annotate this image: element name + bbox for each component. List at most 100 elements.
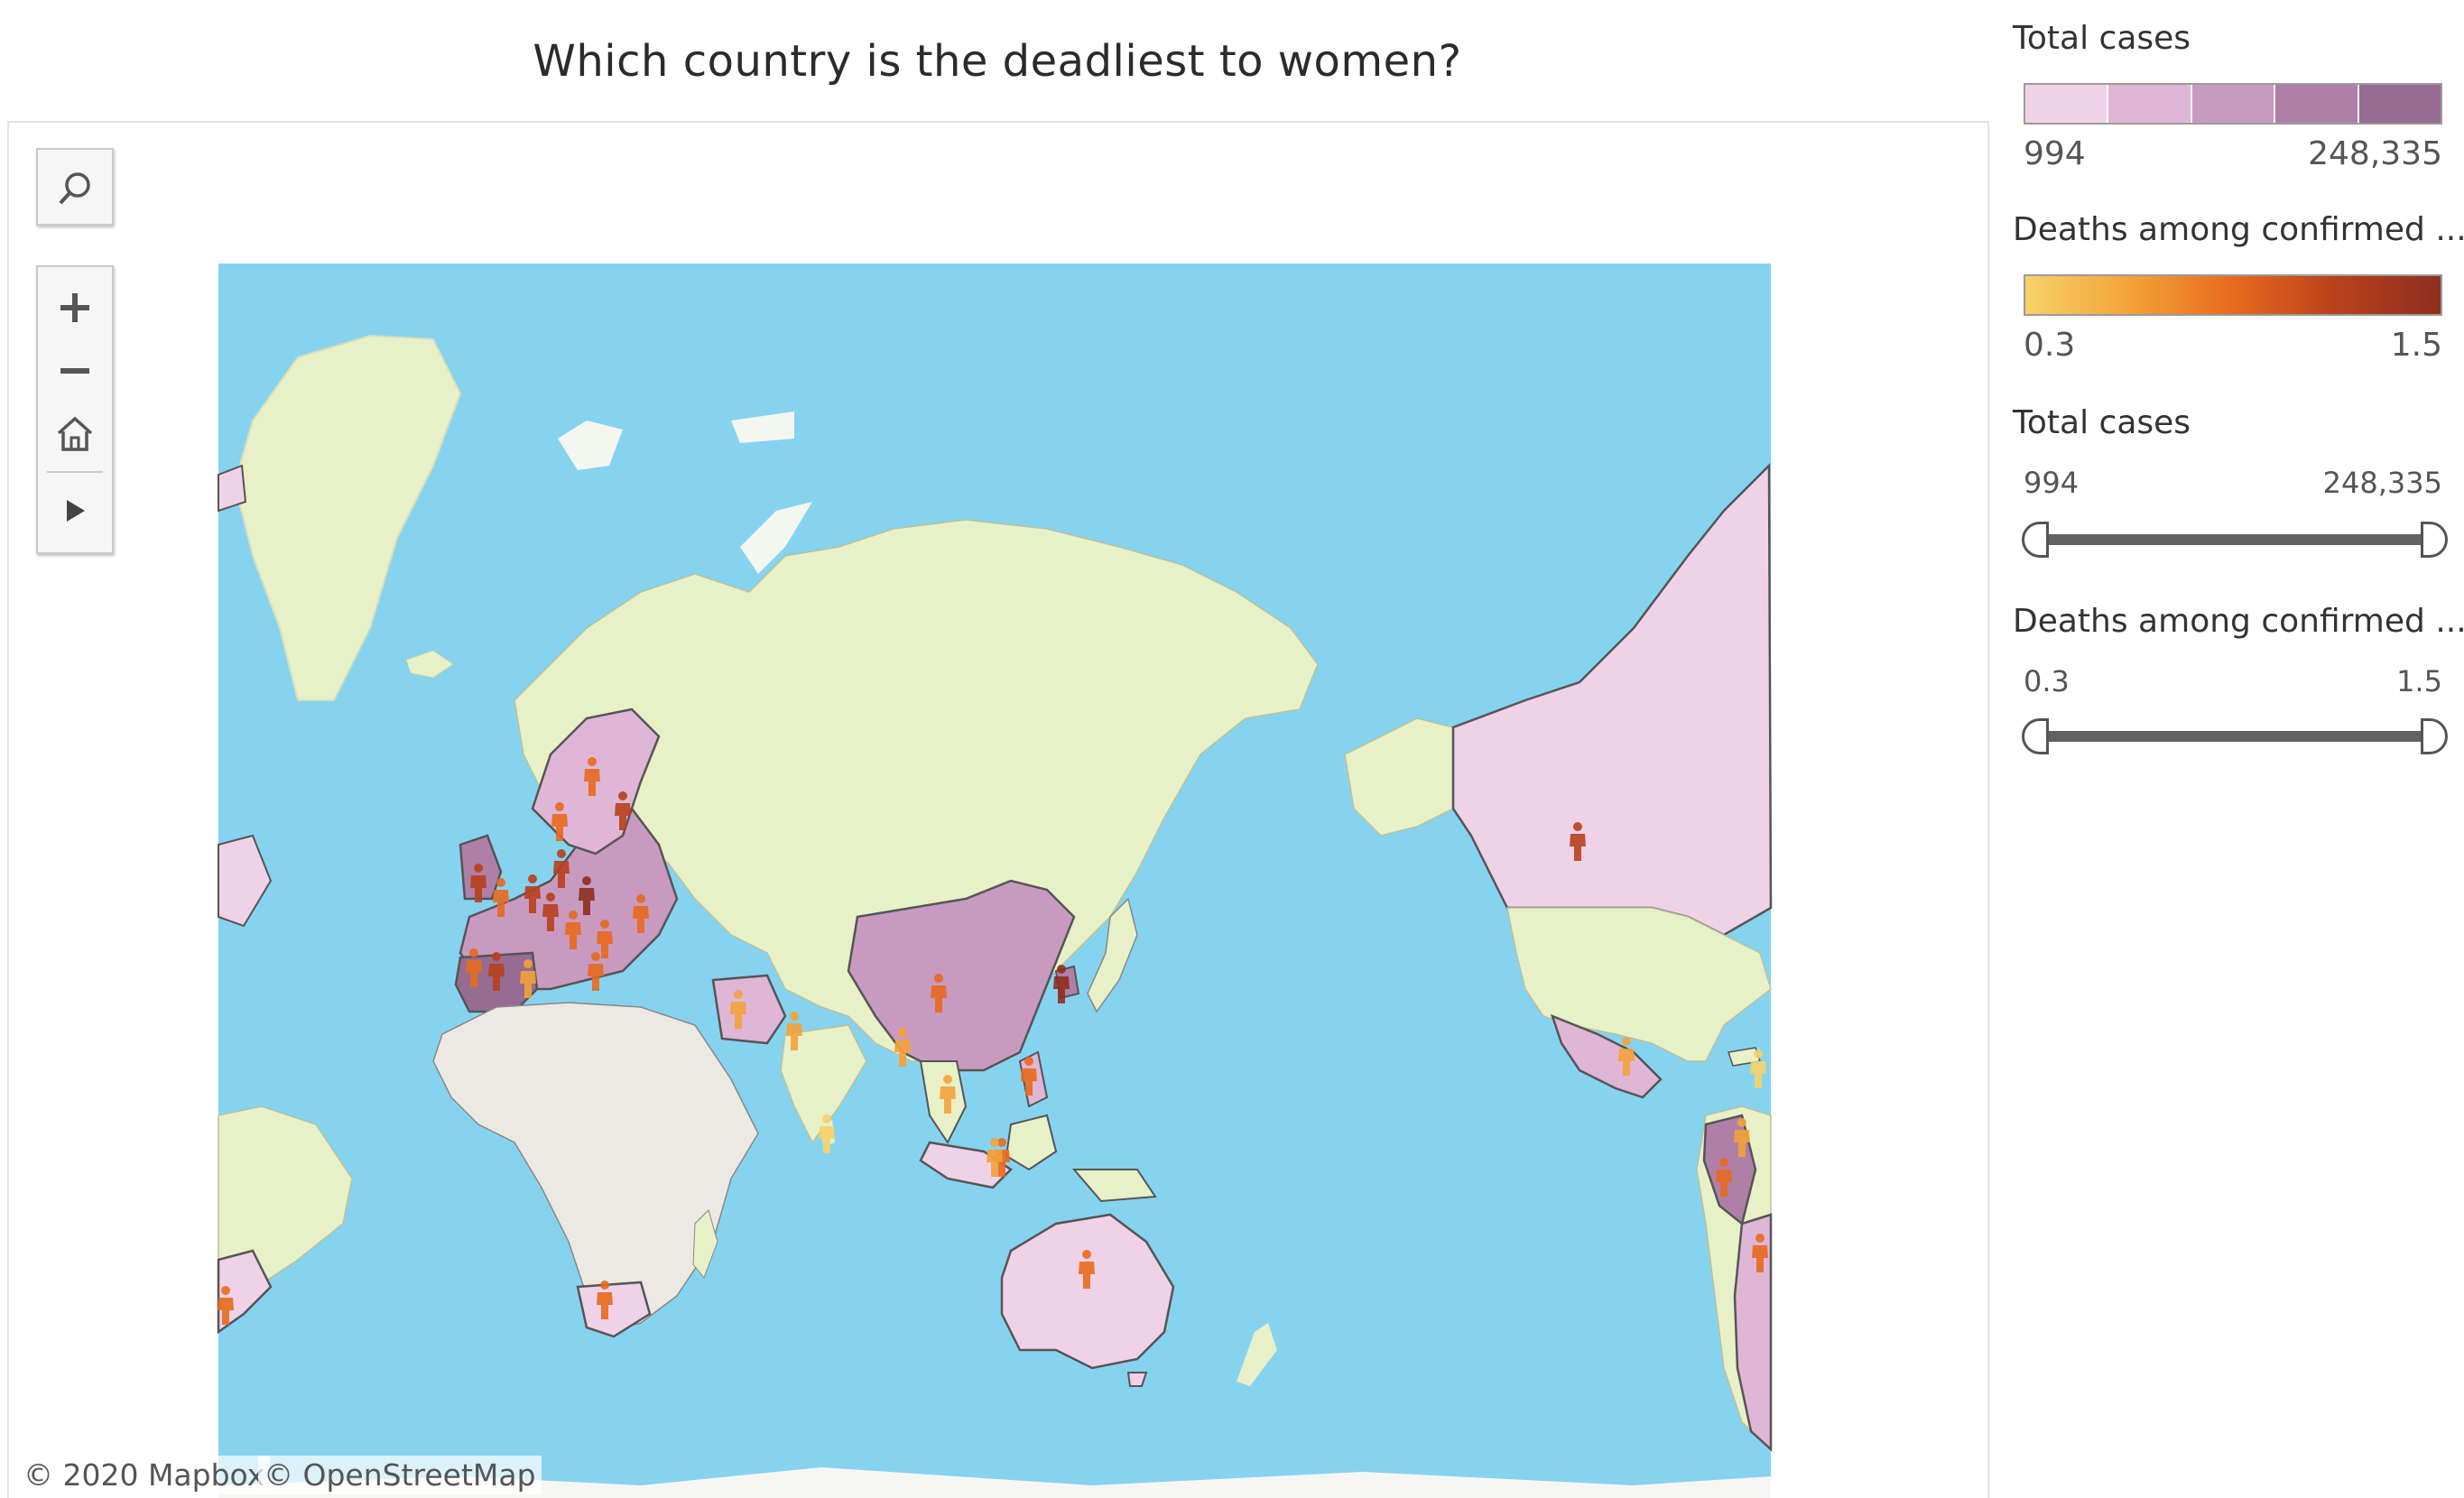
person-marker-icon[interactable] [218,1286,234,1325]
mapbox-attribution[interactable]: © 2020 Mapbox [18,1456,271,1494]
person-marker-icon[interactable] [1734,1118,1750,1157]
total-cases-filter-min: 994 [2024,466,2080,500]
zoom-out-button[interactable] [38,339,112,402]
new-zealand[interactable] [1237,1323,1277,1386]
person-marker-icon[interactable] [1021,1057,1037,1096]
person-marker-icon[interactable] [551,802,568,841]
play-icon [67,500,85,522]
person-marker-icon[interactable] [565,911,581,949]
united-states[interactable] [1506,907,1772,1062]
person-marker-icon[interactable] [588,952,604,991]
deaths-color-legend [2024,274,2442,316]
person-marker-icon[interactable] [940,1075,956,1114]
openstreetmap-attribution[interactable]: © OpenStreetMap [258,1456,542,1494]
person-marker-icon[interactable] [579,876,595,915]
map-panel[interactable]: © 2020 Mapbox © OpenStreetMap [7,121,1989,1498]
deaths-filter-title: Deaths among confirmed ... [2013,603,2464,640]
japan[interactable] [1087,897,1138,1013]
canada-west-edge[interactable] [218,834,273,928]
home-icon [57,416,93,451]
total-cases-slider-track[interactable] [2042,534,2428,545]
deaths-slider-max-handle[interactable] [2421,718,2448,754]
person-marker-icon[interactable] [553,849,570,888]
person-marker-icon[interactable] [542,892,559,931]
person-marker-icon[interactable] [894,1028,911,1067]
person-marker-icon[interactable] [1079,1250,1095,1289]
dashboard-title: Which country is the deadliest to women? [533,36,1462,87]
home-button[interactable] [38,402,112,466]
search-button[interactable] [38,157,112,220]
australia[interactable] [1000,1213,1175,1370]
person-marker-icon[interactable] [1618,1037,1635,1076]
southeast-asia[interactable] [919,1060,968,1144]
svalbard[interactable] [558,421,623,470]
chile-argentina[interactable] [1733,1213,1773,1452]
person-marker-icon[interactable] [1053,965,1070,1003]
eurasia[interactable] [514,519,1319,1062]
person-marker-icon[interactable] [466,948,482,987]
toolbar-expand-button[interactable] [38,479,112,542]
papua[interactable] [1071,1169,1157,1203]
deaths-legend-max: 1.5 [2390,327,2442,364]
novaya-zemlya[interactable] [740,502,812,574]
total-cases-swatch [2274,85,2357,123]
total-cases-filter-title: Total cases [2013,404,2191,441]
person-marker-icon[interactable] [597,1281,613,1319]
person-marker-icon[interactable] [597,920,613,958]
person-marker-icon[interactable] [524,874,541,913]
iran[interactable] [711,974,787,1045]
search-icon [59,172,90,205]
deaths-filter-min: 0.3 [2024,664,2070,698]
total-cases-swatch [2190,85,2274,123]
total-cases-swatch [2107,85,2191,123]
person-marker-icon[interactable] [1750,1050,1766,1088]
person-marker-icon[interactable] [493,878,509,917]
greenland[interactable] [233,334,462,701]
alaska[interactable] [1344,717,1454,837]
deaths-legend-title: Deaths among confirmed ... [2013,211,2464,248]
total-cases-slider-min-handle[interactable] [2022,522,2049,558]
person-marker-icon[interactable] [470,864,486,902]
total-cases-legend-title: Total cases [2013,20,2191,57]
toolbar-divider [47,471,103,473]
tasmania[interactable] [1126,1372,1148,1387]
plus-icon [60,293,89,322]
total-cases-filter-max: 248,335 [2322,466,2442,500]
south-america-west-edge[interactable] [217,1249,273,1335]
world-map[interactable] [9,123,1989,1498]
person-marker-icon[interactable] [1716,1158,1732,1197]
deaths-filter-max: 1.5 [2396,664,2442,698]
total-cases-color-legend [2024,83,2442,125]
antarctica[interactable] [218,1467,1771,1498]
person-marker-icon[interactable] [1752,1234,1768,1272]
deaths-slider-track[interactable] [2042,731,2428,742]
indonesia[interactable] [919,1141,1013,1189]
mexico[interactable] [1550,1013,1663,1099]
map-zoom-controls[interactable] [36,265,114,554]
iceland[interactable] [405,650,454,679]
deaths-slider-min-handle[interactable] [2022,718,2049,754]
total-cases-legend-max: 248,335 [2308,135,2442,172]
arctic-west-edge[interactable] [218,464,247,513]
person-marker-icon[interactable] [520,959,536,998]
person-marker-icon[interactable] [730,990,746,1029]
total-cases-slider-max-handle[interactable] [2421,522,2448,558]
map-search-box[interactable] [36,148,114,226]
person-marker-icon[interactable] [615,791,631,830]
china[interactable] [847,879,1076,1072]
person-marker-icon[interactable] [633,894,649,933]
person-marker-icon[interactable] [488,952,505,991]
person-marker-icon[interactable] [1570,822,1586,861]
person-marker-icon[interactable] [819,1114,835,1153]
zoom-in-button[interactable] [38,276,112,339]
arctic-islands-north[interactable] [731,411,794,443]
person-marker-icon[interactable] [584,757,600,796]
madagascar[interactable] [692,1209,718,1279]
africa[interactable] [432,1002,759,1333]
person-marker-icon[interactable] [987,1138,1003,1177]
total-cases-swatch [2357,85,2441,123]
south-africa[interactable] [576,1281,652,1338]
minus-icon [60,368,89,374]
person-marker-icon[interactable] [786,1012,802,1050]
person-marker-icon[interactable] [931,974,947,1013]
